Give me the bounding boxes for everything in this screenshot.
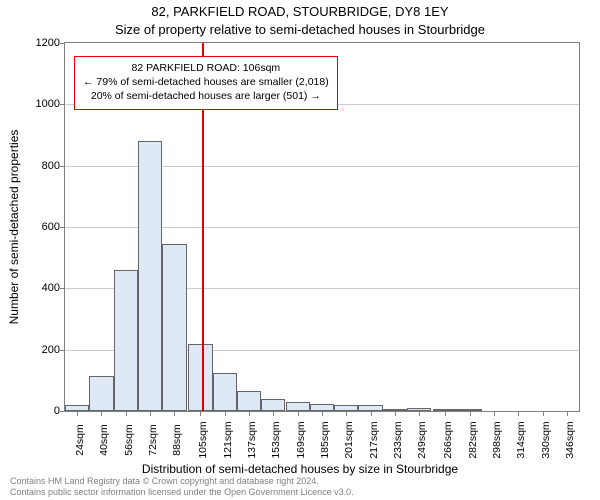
histogram-bar bbox=[237, 391, 261, 411]
x-tick-label: 24sqm bbox=[74, 424, 86, 456]
annotation-box: 82 PARKFIELD ROAD: 106sqm ← 79% of semi-… bbox=[74, 56, 338, 110]
histogram-bar bbox=[65, 405, 89, 411]
x-tick-mark bbox=[77, 412, 78, 416]
histogram-bar bbox=[433, 409, 457, 411]
y-tick-mark bbox=[60, 350, 64, 351]
y-tick-label: 200 bbox=[26, 344, 60, 356]
credits-line-1: Contains HM Land Registry data © Crown c… bbox=[10, 476, 354, 487]
credits: Contains HM Land Registry data © Crown c… bbox=[10, 476, 354, 498]
x-tick-mark bbox=[346, 412, 347, 416]
x-tick-mark bbox=[322, 412, 323, 416]
x-tick-label: 266sqm bbox=[442, 421, 454, 458]
x-tick-label: 88sqm bbox=[171, 424, 183, 456]
histogram-bar bbox=[407, 408, 431, 411]
histogram-bar bbox=[261, 399, 285, 411]
x-tick-mark bbox=[150, 412, 151, 416]
x-tick-label: 185sqm bbox=[319, 421, 331, 458]
x-tick-mark bbox=[200, 412, 201, 416]
x-tick-label: 153sqm bbox=[270, 421, 282, 458]
histogram-bar bbox=[334, 405, 358, 411]
x-tick-label: 121sqm bbox=[222, 421, 234, 458]
histogram-bar bbox=[310, 404, 334, 411]
x-tick-label: 40sqm bbox=[98, 424, 110, 456]
x-tick-label: 282sqm bbox=[467, 421, 479, 458]
y-tick-mark bbox=[60, 288, 64, 289]
x-tick-label: 346sqm bbox=[564, 421, 576, 458]
x-tick-mark bbox=[249, 412, 250, 416]
histogram-bar bbox=[89, 376, 113, 411]
credits-line-2: Contains public sector information licen… bbox=[10, 487, 354, 498]
x-tick-label: 105sqm bbox=[197, 421, 209, 458]
x-tick-label: 233sqm bbox=[392, 421, 404, 458]
x-tick-label: 72sqm bbox=[147, 424, 159, 456]
histogram-bar bbox=[286, 402, 310, 411]
y-axis-label: Number of semi-detached properties bbox=[7, 130, 21, 325]
y-tick-label: 1200 bbox=[26, 37, 60, 49]
histogram-bar bbox=[457, 409, 481, 411]
annotation-line-3: 20% of semi-detached houses are larger (… bbox=[83, 89, 329, 103]
y-tick-label: 0 bbox=[26, 405, 60, 417]
x-tick-mark bbox=[518, 412, 519, 416]
histogram-bar bbox=[162, 244, 186, 411]
y-tick-mark bbox=[60, 227, 64, 228]
histogram-bar bbox=[188, 344, 212, 411]
page-subtitle: Size of property relative to semi-detach… bbox=[0, 22, 600, 37]
x-tick-mark bbox=[371, 412, 372, 416]
y-tick-mark bbox=[60, 166, 64, 167]
histogram-bar bbox=[114, 270, 138, 411]
x-tick-mark bbox=[494, 412, 495, 416]
annotation-line-2: ← 79% of semi-detached houses are smalle… bbox=[83, 75, 329, 89]
histogram-bar bbox=[358, 405, 382, 411]
x-tick-mark bbox=[298, 412, 299, 416]
x-tick-mark bbox=[101, 412, 102, 416]
x-axis-label: Distribution of semi-detached houses by … bbox=[0, 462, 600, 476]
y-tick-label: 600 bbox=[26, 221, 60, 233]
y-tick-label: 400 bbox=[26, 282, 60, 294]
x-tick-label: 249sqm bbox=[416, 421, 428, 458]
x-tick-mark bbox=[225, 412, 226, 416]
x-tick-mark bbox=[419, 412, 420, 416]
x-tick-label: 298sqm bbox=[491, 421, 503, 458]
y-tick-mark bbox=[60, 411, 64, 412]
histogram-bar bbox=[138, 141, 162, 411]
x-tick-mark bbox=[273, 412, 274, 416]
y-tick-mark bbox=[60, 104, 64, 105]
histogram-bar bbox=[213, 373, 237, 411]
x-tick-label: 217sqm bbox=[368, 421, 380, 458]
x-tick-label: 56sqm bbox=[123, 424, 135, 456]
y-tick-mark bbox=[60, 43, 64, 44]
x-tick-label: 137sqm bbox=[246, 421, 258, 458]
x-tick-mark bbox=[445, 412, 446, 416]
x-tick-mark bbox=[567, 412, 568, 416]
annotation-line-1: 82 PARKFIELD ROAD: 106sqm bbox=[83, 61, 329, 75]
y-tick-label: 800 bbox=[26, 160, 60, 172]
x-tick-label: 314sqm bbox=[515, 421, 527, 458]
y-tick-label: 1000 bbox=[26, 98, 60, 110]
x-tick-label: 201sqm bbox=[343, 421, 355, 458]
x-tick-label: 330sqm bbox=[540, 421, 552, 458]
x-tick-mark bbox=[395, 412, 396, 416]
x-tick-label: 169sqm bbox=[295, 421, 307, 458]
x-tick-mark bbox=[470, 412, 471, 416]
histogram-bar bbox=[383, 409, 407, 411]
x-tick-mark bbox=[174, 412, 175, 416]
x-tick-mark bbox=[126, 412, 127, 416]
page-title: 82, PARKFIELD ROAD, STOURBRIDGE, DY8 1EY bbox=[0, 4, 600, 19]
x-tick-mark bbox=[543, 412, 544, 416]
